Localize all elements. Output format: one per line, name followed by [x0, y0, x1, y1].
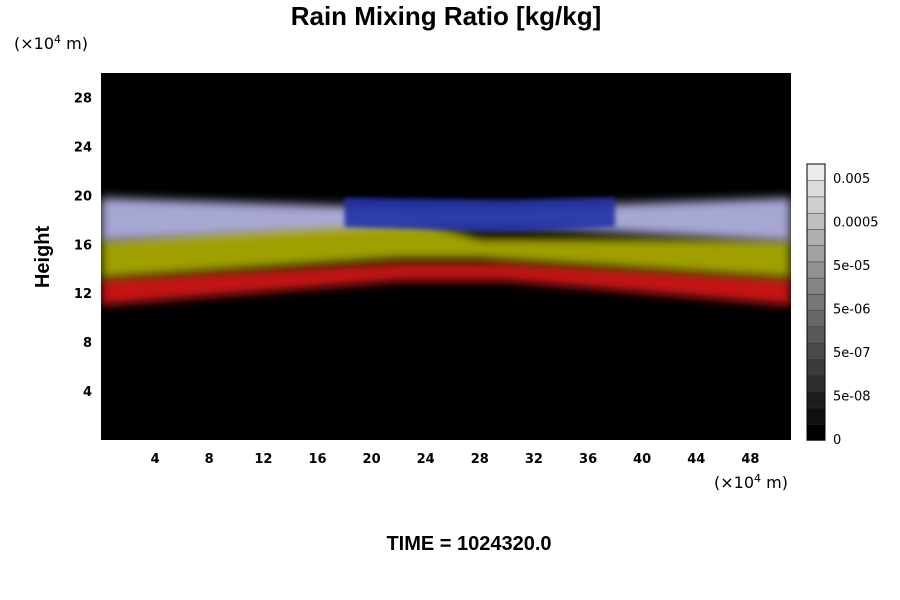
colorbar-level [806, 277, 826, 295]
chart-title: Rain Mixing Ratio [kg/kg] [291, 1, 602, 31]
y-tick-label: 28 [74, 92, 92, 107]
colorbar-label: 0 [833, 433, 841, 448]
y-axis-ticks: 4 8 12 16 20 24 28 [74, 92, 92, 401]
y-tick-label: 24 [74, 140, 92, 155]
plot-area [101, 73, 791, 440]
x-tick-label: 8 [205, 452, 214, 467]
colorbar-label: 5e-05 [833, 259, 871, 274]
colorbar-label: 0.0005 [833, 216, 879, 231]
colorbar-level [806, 228, 826, 246]
colorbar-level [806, 423, 826, 441]
colorbar-level [806, 407, 826, 425]
y-tick-label: 4 [83, 385, 92, 400]
field-band-red [101, 262, 791, 306]
y-tick-label: 8 [83, 336, 92, 351]
rain-field [101, 197, 791, 306]
x-tick-label: 32 [525, 452, 543, 467]
x-tick-label: 16 [308, 452, 326, 467]
x-tick-label: 36 [579, 452, 597, 467]
time-label: TIME = 1024320.0 [386, 533, 551, 555]
field-band-blue [344, 197, 616, 232]
colorbar-level [806, 261, 826, 279]
colorbar-level [806, 342, 826, 360]
colorbar-level [806, 326, 826, 344]
colorbar-label: 5e-06 [833, 303, 871, 318]
colorbar-level [806, 212, 826, 230]
x-tick-label: 4 [151, 452, 160, 467]
y-axis-label: Height [32, 226, 54, 289]
colorbar-frame [806, 163, 826, 441]
x-tick-label: 28 [471, 452, 489, 467]
colorbar: 0.005 0.0005 5e-05 5e-06 5e-07 5e-08 0 [806, 163, 879, 448]
colorbar-level [806, 358, 826, 376]
colorbar-level [806, 244, 826, 263]
colorbar-label: 5e-08 [833, 390, 871, 405]
colorbar-label: 0.005 [833, 172, 870, 187]
colorbar-level [806, 163, 826, 181]
colorbar-level [806, 391, 826, 409]
x-tick-label: 12 [254, 452, 272, 467]
colorbar-level [806, 179, 826, 198]
x-tick-label: 20 [363, 452, 381, 467]
x-tick-label: 48 [741, 452, 759, 467]
colorbar-level [806, 293, 826, 311]
y-axis-unit: (×104 m) [14, 33, 88, 53]
colorbar-label: 5e-07 [833, 346, 871, 361]
colorbar-level [806, 196, 826, 214]
x-tick-label: 24 [417, 452, 435, 467]
y-tick-label: 12 [74, 287, 92, 302]
x-tick-label: 44 [687, 452, 705, 467]
y-tick-label: 20 [74, 189, 92, 204]
x-axis-ticks: 4 8 12 16 20 24 28 32 36 40 44 48 [151, 452, 760, 467]
colorbar-level [806, 374, 826, 393]
x-tick-label: 40 [633, 452, 651, 467]
y-tick-label: 16 [74, 238, 92, 253]
colorbar-level [806, 309, 826, 328]
x-axis-unit: (×104 m) [714, 472, 788, 492]
